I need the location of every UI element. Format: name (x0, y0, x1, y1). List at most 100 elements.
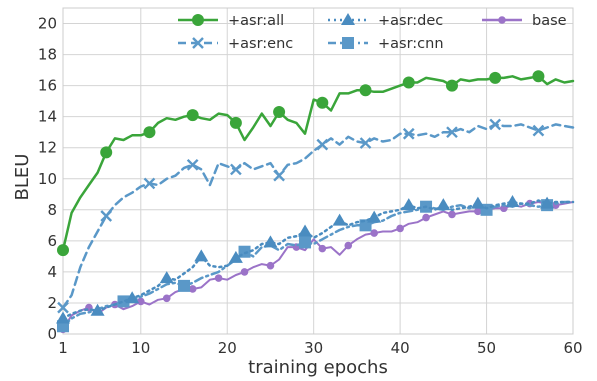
legend-marker-asr-dec (341, 13, 355, 25)
data-point-asr-dec (332, 213, 347, 226)
data-point-asr-cnn (299, 236, 312, 249)
data-point-asr-enc (186, 158, 199, 171)
x-tick-label: 30 (304, 339, 323, 357)
data-point-asr-dec (436, 198, 451, 211)
data-point-asr-dec (56, 311, 70, 324)
y-tick-label: 14 (38, 108, 57, 126)
data-point-base (188, 285, 197, 293)
y-axis-label: BLEU (12, 154, 33, 201)
x-tick-label: 10 (131, 339, 150, 357)
data-point-base (136, 297, 145, 306)
data-point-asr-all (273, 106, 286, 119)
plot-border (62, 7, 574, 335)
y-tick-label: 18 (38, 46, 57, 64)
data-point-asr-dec (228, 250, 243, 263)
x-axis-label: training epochs (248, 357, 388, 378)
y-tick-label: 8 (47, 201, 57, 219)
legend-item-asr-cnn: +asr:cnn (328, 36, 444, 52)
x-tick-label: 60 (563, 339, 582, 357)
data-point-base (318, 244, 327, 253)
legend-item-asr-enc: +asr:enc (178, 36, 293, 52)
x-tick-label: 50 (477, 339, 496, 357)
y-tick-label: 6 (47, 232, 57, 250)
legend-label-asr-all: +asr:all (228, 13, 284, 29)
series-line-asr-dec (61, 199, 575, 320)
series-asr-all (57, 70, 575, 257)
x-tick-label: 1 (58, 339, 68, 357)
y-tick-label: 20 (38, 15, 57, 33)
legend-marker-asr-enc (192, 37, 204, 49)
data-point-asr-enc (402, 127, 415, 140)
legend-item-asr-all: +asr:all (178, 13, 284, 29)
data-point-asr-dec (159, 271, 174, 284)
y-tick-label: 4 (47, 263, 57, 281)
data-point-asr-dec (540, 196, 555, 209)
legend-label-base: base (532, 13, 567, 29)
data-point-asr-enc (446, 126, 458, 139)
legend-marker-base (498, 16, 506, 24)
x-tick-label: 40 (391, 339, 410, 357)
data-point-asr-all (143, 126, 156, 139)
data-point-asr-all (186, 109, 199, 122)
data-point-asr-dec (263, 235, 278, 248)
data-point-asr-dec (194, 249, 209, 262)
data-point-asr-dec (125, 291, 140, 304)
data-point-asr-enc (100, 210, 113, 222)
data-point-asr-dec (298, 224, 313, 237)
data-point-asr-all (532, 70, 545, 83)
legend-label-asr-cnn: +asr:cnn (378, 36, 444, 52)
data-point-base (370, 229, 378, 237)
data-point-asr-all (489, 71, 502, 84)
data-point-asr-enc (230, 163, 242, 176)
data-point-asr-all (229, 116, 242, 129)
y-tick-label: 2 (47, 294, 57, 312)
data-point-base (344, 241, 353, 250)
data-point-asr-all (402, 76, 415, 89)
data-point-asr-cnn (117, 295, 130, 308)
data-point-base (240, 268, 249, 276)
data-point-asr-all (445, 79, 458, 92)
series-layer (56, 70, 575, 334)
data-point-asr-all (316, 96, 329, 109)
y-tick-label: 16 (38, 77, 57, 95)
plot-frame (62, 7, 574, 335)
data-point-asr-all (100, 146, 113, 159)
y-tick-label: 12 (38, 139, 57, 157)
data-point-asr-enc (489, 118, 502, 131)
data-point-base (448, 210, 456, 219)
data-point-asr-dec (90, 303, 105, 316)
data-point-asr-all (57, 244, 69, 257)
data-point-asr-enc (532, 124, 545, 137)
x-tick-label: 20 (218, 339, 237, 357)
data-point-asr-dec (401, 198, 416, 211)
y-tick-label: 10 (38, 170, 57, 188)
legend-marker-asr-cnn (342, 37, 354, 49)
data-point-base (266, 261, 275, 270)
tick-labels: 1 10 20 30 40 50 60 0 2 4 6 8 10 12 14 16 18 20 (38, 15, 583, 357)
data-point-asr-enc (57, 301, 69, 314)
data-point-asr-enc (273, 169, 285, 182)
data-point-base (500, 204, 508, 213)
legend: +asr:all +asr:enc +asr:dec +asr:cnn base (178, 13, 567, 52)
legend-marker-asr-all (192, 14, 204, 26)
data-point-base (422, 213, 430, 222)
data-point-asr-enc (143, 177, 156, 190)
legend-item-base: base (482, 13, 567, 29)
data-point-asr-dec (367, 210, 382, 223)
data-point-asr-dec (470, 196, 485, 209)
data-point-asr-dec (505, 195, 520, 208)
data-point-base (474, 207, 482, 216)
legend-label-asr-enc: +asr:enc (228, 36, 293, 52)
legend-label-asr-dec: +asr:dec (378, 13, 443, 29)
data-point-asr-all (359, 84, 372, 97)
data-point-asr-cnn (178, 279, 191, 292)
data-point-base (214, 274, 223, 282)
data-point-base (396, 224, 404, 233)
series-asr-enc (57, 118, 575, 314)
data-point-asr-enc (316, 138, 329, 151)
legend-item-asr-dec: +asr:dec (328, 13, 443, 29)
series-asr-dec (56, 195, 575, 324)
data-point-base (162, 294, 171, 303)
